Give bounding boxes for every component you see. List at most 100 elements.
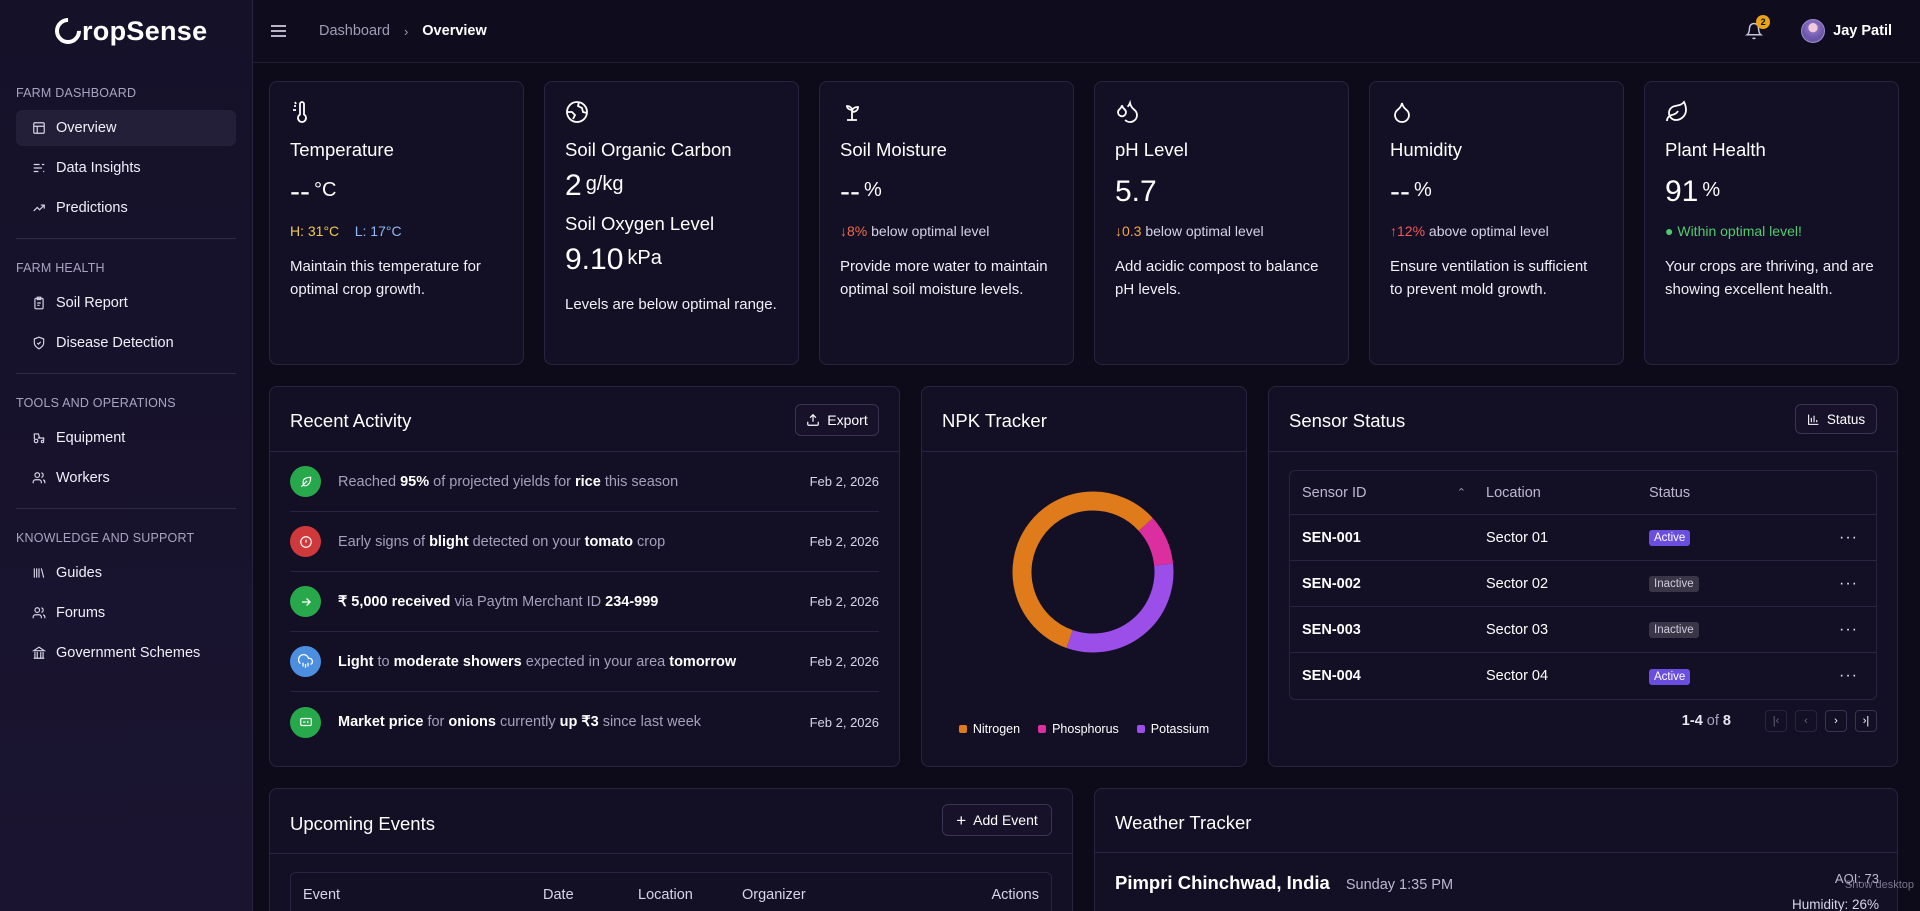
- nav-section-heading: FARM HEALTH: [16, 261, 105, 275]
- activity-item: ₹ 5,000 received via Paytm Merchant ID 2…: [290, 572, 879, 632]
- col-actions: Actions: [991, 887, 1039, 903]
- sidebar-item-label: Data Insights: [56, 160, 141, 176]
- sensor-location: Sector 04: [1486, 668, 1549, 684]
- col-sensor-id[interactable]: Sensor ID ⌃: [1302, 484, 1466, 501]
- sensor-location: Sector 03: [1486, 621, 1549, 638]
- library-icon: [32, 566, 46, 580]
- last-page-icon[interactable]: ›|: [1855, 710, 1877, 732]
- sensor-location: Sector 01: [1486, 529, 1549, 546]
- hamburger-menu-icon[interactable]: [271, 22, 291, 40]
- col-status: Status: [1649, 484, 1691, 501]
- nav-divider: [16, 373, 236, 374]
- table-row[interactable]: SEN-004 Sector 04 Active ···: [1290, 653, 1876, 699]
- sidebar-item-label: Predictions: [56, 200, 128, 216]
- ph-card: pH Level 5.7 ↓0.3 below optimal level Ad…: [1094, 81, 1349, 365]
- npk-title: NPK Tracker: [942, 410, 1047, 431]
- table-row[interactable]: SEN-002 Sector 02 Inactive ···: [1290, 561, 1876, 607]
- show-desktop-button[interactable]: Show desktop: [1844, 879, 1914, 891]
- divider: [1095, 852, 1897, 853]
- export-label: Export: [827, 412, 868, 428]
- avatar[interactable]: [1801, 19, 1826, 43]
- next-page-icon[interactable]: ›: [1825, 710, 1847, 732]
- status-badge: Inactive: [1649, 576, 1699, 592]
- plus-icon: +: [956, 810, 967, 830]
- ph-delta: 0.3: [1122, 223, 1142, 239]
- sidebar-item-disease-detection[interactable]: Disease Detection: [16, 325, 236, 361]
- divider: [270, 451, 899, 452]
- humidity-value: --: [1390, 175, 1410, 208]
- sensor-id: SEN-004: [1302, 668, 1361, 684]
- upload-icon: [807, 413, 820, 426]
- status-filter-button[interactable]: Status: [1795, 404, 1877, 434]
- divider: [270, 853, 1072, 854]
- first-page-icon[interactable]: |‹: [1765, 710, 1787, 732]
- table-row[interactable]: SEN-003 Sector 03 Inactive ···: [1290, 607, 1876, 653]
- sidebar-item-soil-report[interactable]: Soil Report: [16, 285, 236, 321]
- table-row[interactable]: SEN-001 Sector 01 Active ···: [1290, 515, 1876, 561]
- more-options-icon[interactable]: ···: [1839, 574, 1858, 592]
- droplet-icon: [1394, 102, 1410, 123]
- user-name[interactable]: Jay Patil: [1833, 23, 1892, 39]
- chart-bars-icon: [32, 161, 46, 175]
- page-range: 1-4: [1681, 713, 1703, 729]
- chevron-right-icon: ›: [403, 23, 409, 39]
- landmark-icon: [32, 646, 46, 660]
- sidebar-item-data-insights[interactable]: Data Insights: [16, 150, 236, 186]
- weather-humidity: Humidity: 26%: [1791, 897, 1879, 911]
- soil-moisture-card: Soil Moisture --% ↓8% below optimal leve…: [819, 81, 1074, 365]
- prev-page-icon[interactable]: ‹: [1795, 710, 1817, 732]
- sidebar-item-label: Equipment: [56, 430, 126, 446]
- donut-slice-phosphorus[interactable]: [1138, 518, 1174, 566]
- activity-text: Reached 95% of projected yields for rice…: [338, 473, 679, 490]
- activity-item: Light to moderate showers expected in yo…: [290, 632, 879, 692]
- store-icon: [290, 706, 321, 738]
- add-event-button[interactable]: + Add Event: [942, 804, 1052, 836]
- humidity-delta: 12%: [1397, 223, 1426, 239]
- breadcrumb-dashboard[interactable]: Dashboard: [319, 23, 390, 39]
- sidebar-item-guides[interactable]: Guides: [16, 555, 236, 591]
- export-button[interactable]: Export: [795, 404, 879, 436]
- check-circle-icon: ●: [1665, 223, 1674, 239]
- divider: [1269, 451, 1897, 452]
- app-logo[interactable]: C ropSense: [0, 0, 252, 62]
- alert-icon: [290, 526, 321, 557]
- trend-icon: [32, 201, 46, 215]
- recent-activity-title: Recent Activity: [290, 410, 412, 431]
- sidebar-item-equipment[interactable]: Equipment: [16, 420, 236, 456]
- plant-health-card: Plant Health 91% ● Within optimal level!…: [1644, 81, 1899, 365]
- more-options-icon[interactable]: ···: [1839, 528, 1858, 546]
- breadcrumb-overview: Overview: [422, 23, 487, 39]
- donut-slice-nitrogen[interactable]: [1012, 491, 1153, 649]
- sidebar-item-forums[interactable]: Forums: [16, 595, 236, 631]
- sidebar-item-predictions[interactable]: Predictions: [16, 190, 236, 226]
- notifications-button[interactable]: 2: [1744, 15, 1771, 40]
- donut-slice-potassium[interactable]: [1066, 563, 1174, 653]
- sidebar-item-label: Forums: [56, 605, 106, 621]
- droplets-icon: [1117, 99, 1138, 123]
- soil-moisture-unit: %: [863, 179, 882, 201]
- legend-phosphorus: Phosphorus: [1038, 722, 1119, 736]
- more-options-icon[interactable]: ···: [1839, 667, 1858, 684]
- sidebar-item-workers[interactable]: Workers: [16, 460, 236, 496]
- notification-badge: 2: [1756, 15, 1771, 29]
- add-event-label: Add Event: [973, 812, 1038, 828]
- more-options-icon[interactable]: ···: [1839, 620, 1858, 638]
- sidebar-item-overview[interactable]: Overview: [16, 110, 236, 146]
- sort-up-icon[interactable]: ⌃: [1456, 487, 1466, 499]
- sensor-id: SEN-001: [1302, 529, 1361, 546]
- npk-legend: Nitrogen Phosphorus Potassium: [922, 722, 1246, 736]
- col-event: Event: [303, 887, 341, 903]
- ph-value: 5.7: [1115, 175, 1157, 208]
- plant-health-unit: %: [1702, 179, 1721, 201]
- soil-moisture-delta: 8%: [847, 223, 868, 239]
- sidebar-item-label: Guides: [56, 565, 102, 581]
- sidebar-item-label: Disease Detection: [56, 335, 174, 351]
- bar-chart-icon: [1807, 414, 1819, 425]
- soil-oxygen-title: Soil Oxygen Level: [565, 213, 715, 234]
- col-location: Location: [638, 887, 693, 903]
- weather-time: Sunday 1:35 PM: [1345, 877, 1454, 893]
- ph-title: pH Level: [1115, 139, 1189, 160]
- table-header: Event Date Location Organizer Actions: [291, 873, 1051, 911]
- page-total: 8: [1722, 713, 1731, 729]
- sidebar-item-government-schemes[interactable]: Government Schemes: [16, 635, 236, 671]
